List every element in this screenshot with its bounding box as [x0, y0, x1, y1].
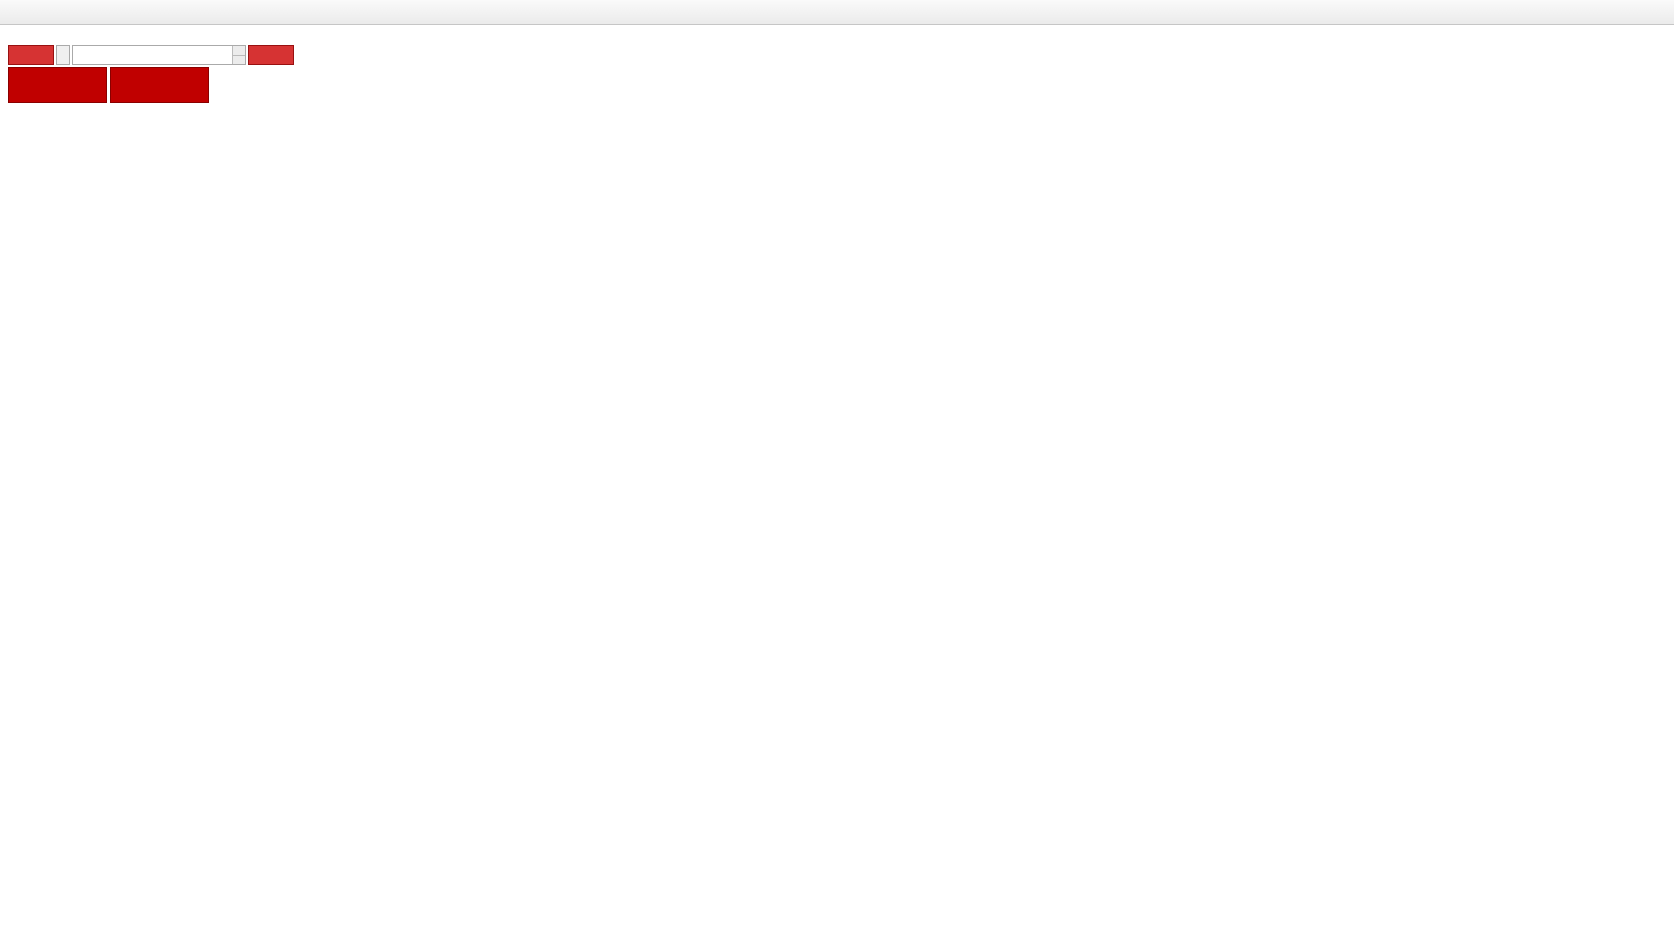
- sell-button[interactable]: [8, 45, 54, 65]
- sell-price-button[interactable]: [8, 67, 107, 103]
- buy-button[interactable]: [248, 45, 294, 65]
- volume-increase-icon[interactable]: [233, 46, 245, 56]
- volume-stepper: [232, 46, 245, 64]
- volume-field: [72, 45, 246, 65]
- chart-canvas[interactable]: [0, 25, 1674, 947]
- trade-controls-row: [8, 45, 294, 65]
- volume-decrease-icon[interactable]: [233, 55, 245, 64]
- volume-options-button[interactable]: [56, 45, 70, 65]
- buy-price-button[interactable]: [110, 67, 209, 103]
- toolbar: [0, 0, 1674, 25]
- one-click-trading-panel: [8, 45, 294, 103]
- trade-prices-row: [8, 67, 209, 103]
- volume-input[interactable]: [73, 46, 232, 64]
